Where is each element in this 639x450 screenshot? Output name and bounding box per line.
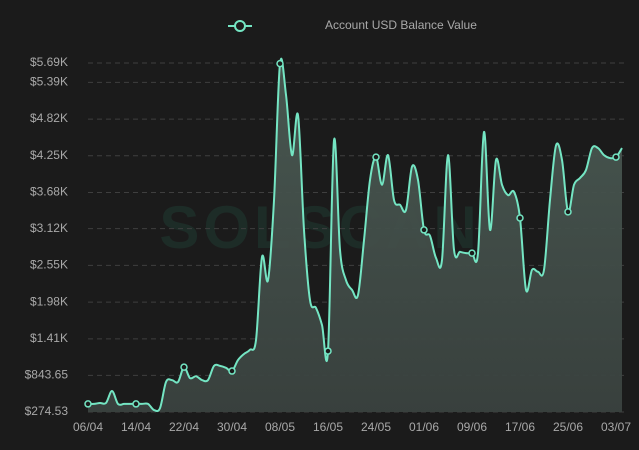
x-tick-label: 06/04 — [73, 420, 103, 434]
point — [84, 400, 92, 408]
y-tick-label: $5.39K — [30, 75, 68, 89]
x-tick-label: 01/06 — [409, 420, 439, 434]
y-tick-label: $843.65 — [25, 367, 69, 381]
point — [276, 59, 284, 68]
y-tick-label: $1.41K — [30, 331, 68, 345]
legend-marker — [234, 20, 246, 32]
x-tick-label: 03/07 — [601, 420, 631, 434]
point — [516, 214, 524, 222]
y-tick-label: $1.98K — [30, 294, 68, 308]
point — [372, 153, 380, 161]
x-tick-label: 14/04 — [121, 420, 151, 434]
x-tick-label: 25/06 — [553, 420, 583, 434]
area — [88, 58, 622, 413]
x-tick-label: 08/05 — [265, 420, 295, 434]
x-tick-label: 16/05 — [313, 420, 343, 434]
x-tick-label: 09/06 — [457, 420, 487, 434]
x-tick-label: 17/06 — [505, 420, 535, 434]
point — [228, 367, 236, 375]
x-tick-label: 22/04 — [169, 420, 199, 434]
y-tick-label: $274.53 — [25, 404, 69, 418]
y-tick-label: $5.69K — [30, 55, 68, 69]
point — [132, 400, 140, 408]
point — [564, 208, 572, 216]
point — [420, 226, 428, 234]
y-tick-label: $4.82K — [30, 111, 68, 125]
legend-label: Account USD Balance Value — [325, 18, 477, 32]
y-tick-label: $3.12K — [30, 221, 68, 235]
line — [87, 57, 623, 413]
point — [324, 347, 332, 355]
x-tick-label: 24/05 — [361, 420, 391, 434]
x-tick-label: 30/04 — [217, 420, 247, 434]
y-tick-label: $2.55K — [30, 258, 68, 272]
point — [468, 249, 476, 257]
point — [180, 363, 188, 371]
point — [612, 153, 620, 161]
y-tick-label: $4.25K — [30, 148, 68, 162]
y-tick-label: $3.68K — [30, 185, 68, 199]
